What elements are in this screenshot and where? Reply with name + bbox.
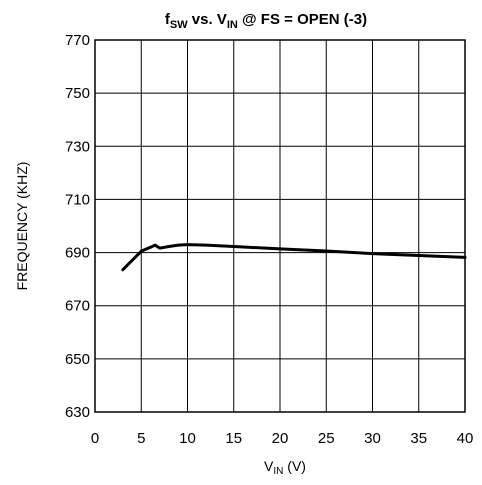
chart-title: fSW vs. VIN @ FS = OPEN (-3): [165, 11, 367, 31]
x-tick-label: 5: [137, 430, 145, 447]
y-tick-label: 670: [65, 298, 90, 315]
x-tick-label: 0: [91, 430, 99, 447]
y-tick-label: 690: [65, 245, 90, 262]
y-tick-label: 750: [65, 85, 90, 102]
x-tick-label: 25: [318, 430, 335, 447]
y-tick-label: 730: [65, 138, 90, 155]
y-axis-label: FREQUENCY (KHZ): [14, 162, 30, 291]
x-tick-label: 15: [225, 430, 242, 447]
y-tick-labels: 630 650 670 690 710 730 750 770: [65, 32, 90, 421]
y-tick-label: 710: [65, 191, 90, 208]
series-layer: [121, 243, 467, 272]
y-tick-label: 770: [65, 32, 90, 49]
x-axis-label: VIN (V): [264, 458, 306, 477]
series-line: [121, 243, 467, 272]
y-tick-label: 630: [65, 404, 90, 421]
x-tick-label: 40: [457, 430, 474, 447]
y-tick-label: 650: [65, 351, 90, 368]
grid: [94, 39, 466, 413]
plot-frame: [94, 39, 466, 413]
x-tick-labels: 0 5 10 15 20 25 30 35 40: [91, 430, 474, 447]
x-tick-label: 10: [179, 430, 196, 447]
x-tick-label: 20: [272, 430, 289, 447]
x-tick-label: 30: [364, 430, 381, 447]
x-tick-label: 35: [410, 430, 427, 447]
